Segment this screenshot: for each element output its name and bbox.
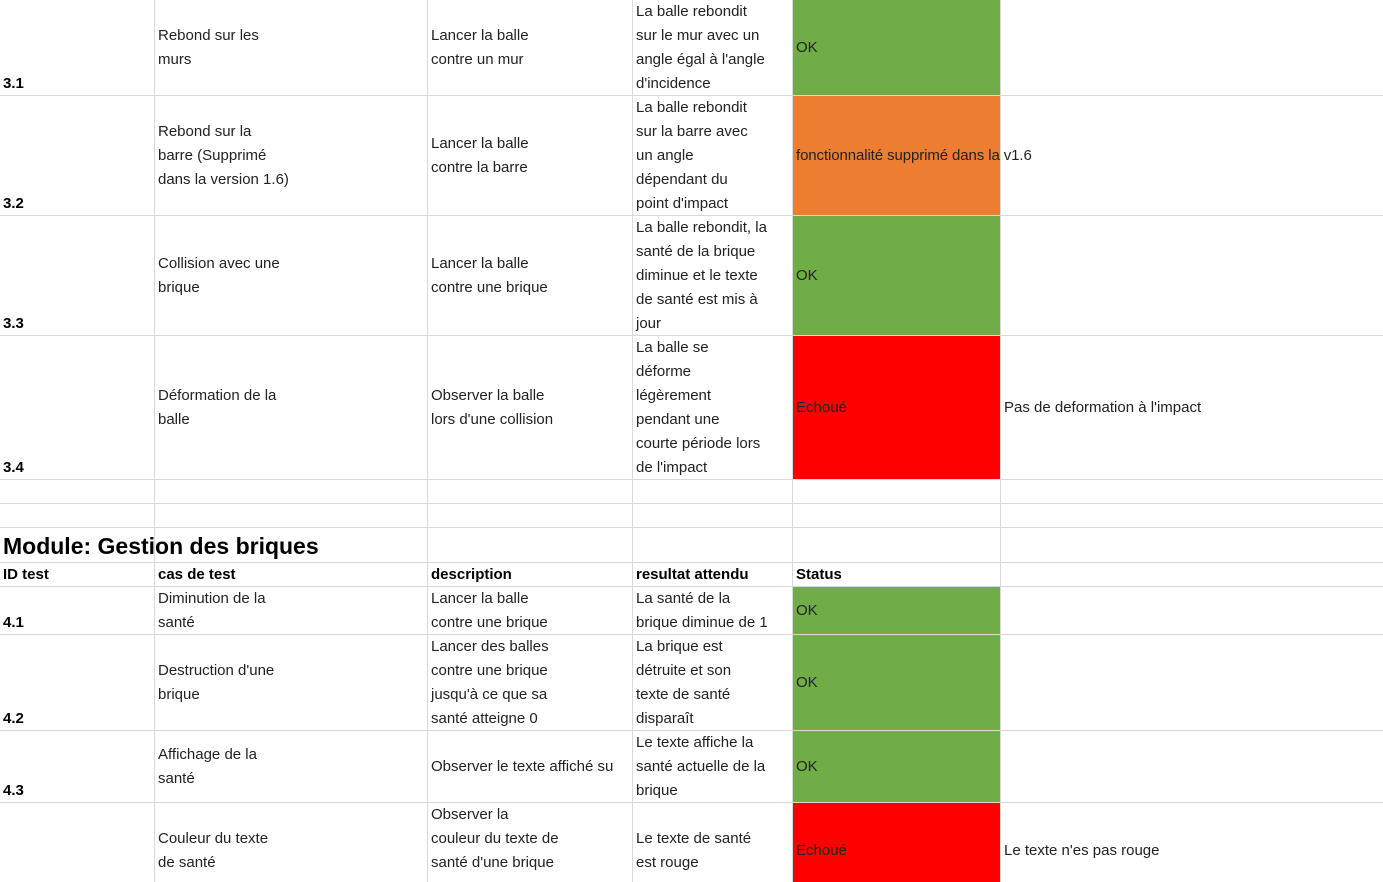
expected-result-3-1[interactable]: La balle rebondit sur le mur avec un ang…	[636, 3, 765, 92]
grid-row-line	[0, 634, 1383, 635]
expected-result-4-2[interactable]: La brique est détruite et son texte de s…	[636, 638, 732, 727]
test-id-3-1[interactable]: 3.1	[3, 75, 24, 92]
test-id-3-3[interactable]: 3.3	[3, 315, 24, 332]
grid-row-line	[0, 95, 1383, 96]
status-4-2[interactable]: OK	[796, 674, 818, 691]
status-fill-3-3	[792, 215, 1001, 335]
test-id-3-2[interactable]: 3.2	[3, 195, 24, 212]
grid-row-line	[0, 479, 1383, 480]
column-header-description[interactable]: description	[431, 566, 512, 583]
test-description-3-2[interactable]: Lancer la balle contre la barre	[431, 135, 529, 176]
test-case-3-4[interactable]: Déformation de la balle	[158, 387, 277, 428]
column-header-case[interactable]: cas de test	[158, 566, 236, 583]
status-3-4[interactable]: Echoué	[796, 399, 847, 416]
grid-col-line	[154, 0, 155, 882]
test-id-4-3[interactable]: 4.3	[3, 782, 24, 799]
test-id-4-1[interactable]: 4.1	[3, 614, 24, 631]
status-fill-4-2	[792, 634, 1001, 730]
test-description-4-4[interactable]: Observer la couleur du texte de santé d'…	[431, 806, 559, 871]
test-id-3-4[interactable]: 3.4	[3, 459, 24, 476]
test-case-4-1[interactable]: Diminution de la santé	[158, 590, 266, 631]
grid-col-line	[1000, 0, 1001, 882]
expected-result-3-3[interactable]: La balle rebondit, la santé de la brique…	[636, 219, 767, 332]
grid-col-line	[427, 0, 428, 882]
expected-result-4-3[interactable]: Le texte affiche la santé actuelle de la…	[636, 734, 766, 799]
status-fill-3-1	[792, 0, 1001, 95]
status-4-3[interactable]: OK	[796, 758, 818, 775]
status-fill-4-4	[792, 802, 1001, 882]
grid-row-line	[0, 215, 1383, 216]
test-case-3-1[interactable]: Rebond sur les murs	[158, 27, 259, 68]
grid-row-line	[0, 335, 1383, 336]
test-case-4-2[interactable]: Destruction d'une brique	[158, 662, 275, 703]
grid-row-line	[0, 562, 1383, 563]
column-header-status[interactable]: Status	[796, 566, 842, 583]
comment-4-4[interactable]: Le texte n'es pas rouge	[1004, 842, 1160, 859]
grid-row-line	[0, 503, 1383, 504]
grid-row-line	[0, 586, 1383, 587]
status-3-2[interactable]: fonctionnalité supprimé dans la v1.6	[796, 147, 1032, 164]
status-4-4[interactable]: Echoué	[796, 842, 847, 859]
test-case-4-4[interactable]: Couleur du texte de santé	[158, 830, 269, 871]
module-header[interactable]: Module: Gestion des briques	[3, 533, 319, 559]
expected-result-3-2[interactable]: La balle rebondit sur la barre avec un a…	[636, 99, 748, 212]
test-description-3-4[interactable]: Observer la balle lors d'une collision	[431, 387, 554, 428]
comment-3-4[interactable]: Pas de deformation à l'impact	[1004, 399, 1202, 416]
test-id-4-2[interactable]: 4.2	[3, 710, 24, 727]
grid-col-line	[792, 0, 793, 882]
status-fill-4-1	[792, 586, 1001, 634]
status-3-3[interactable]: OK	[796, 267, 818, 284]
expected-result-4-1[interactable]: La santé de la brique diminue de 1	[636, 590, 768, 631]
column-header-expected[interactable]: resultat attendu	[636, 566, 749, 583]
status-fill-3-2	[792, 95, 1001, 215]
grid-row-line	[0, 527, 1383, 528]
status-4-1[interactable]: OK	[796, 602, 818, 619]
test-case-4-3[interactable]: Affichage de la santé	[158, 746, 257, 787]
grid-row-line	[0, 802, 1383, 803]
test-case-3-2[interactable]: Rebond sur la barre (Supprimé dans la ve…	[158, 123, 289, 188]
expected-result-3-4[interactable]: La balle se déforme légèrement pendant u…	[636, 339, 761, 476]
test-description-4-1[interactable]: Lancer la balle contre une brique	[431, 590, 548, 631]
column-header-id[interactable]: ID test	[3, 566, 49, 583]
test-description-4-3[interactable]: Observer le texte affiché su	[431, 758, 614, 775]
status-fill-3-4	[792, 335, 1001, 480]
status-3-1[interactable]: OK	[796, 39, 818, 56]
test-case-3-3[interactable]: Collision avec une brique	[158, 255, 280, 296]
test-description-3-1[interactable]: Lancer la balle contre un mur	[431, 27, 529, 68]
grid-row-line	[0, 730, 1383, 731]
test-description-3-3[interactable]: Lancer la balle contre une brique	[431, 255, 548, 296]
grid-col-line	[632, 0, 633, 882]
test-description-4-2[interactable]: Lancer des balles contre une brique jusq…	[431, 638, 549, 727]
status-fill-4-3	[792, 730, 1001, 802]
expected-result-4-4[interactable]: Le texte de santé est rouge	[636, 830, 752, 871]
